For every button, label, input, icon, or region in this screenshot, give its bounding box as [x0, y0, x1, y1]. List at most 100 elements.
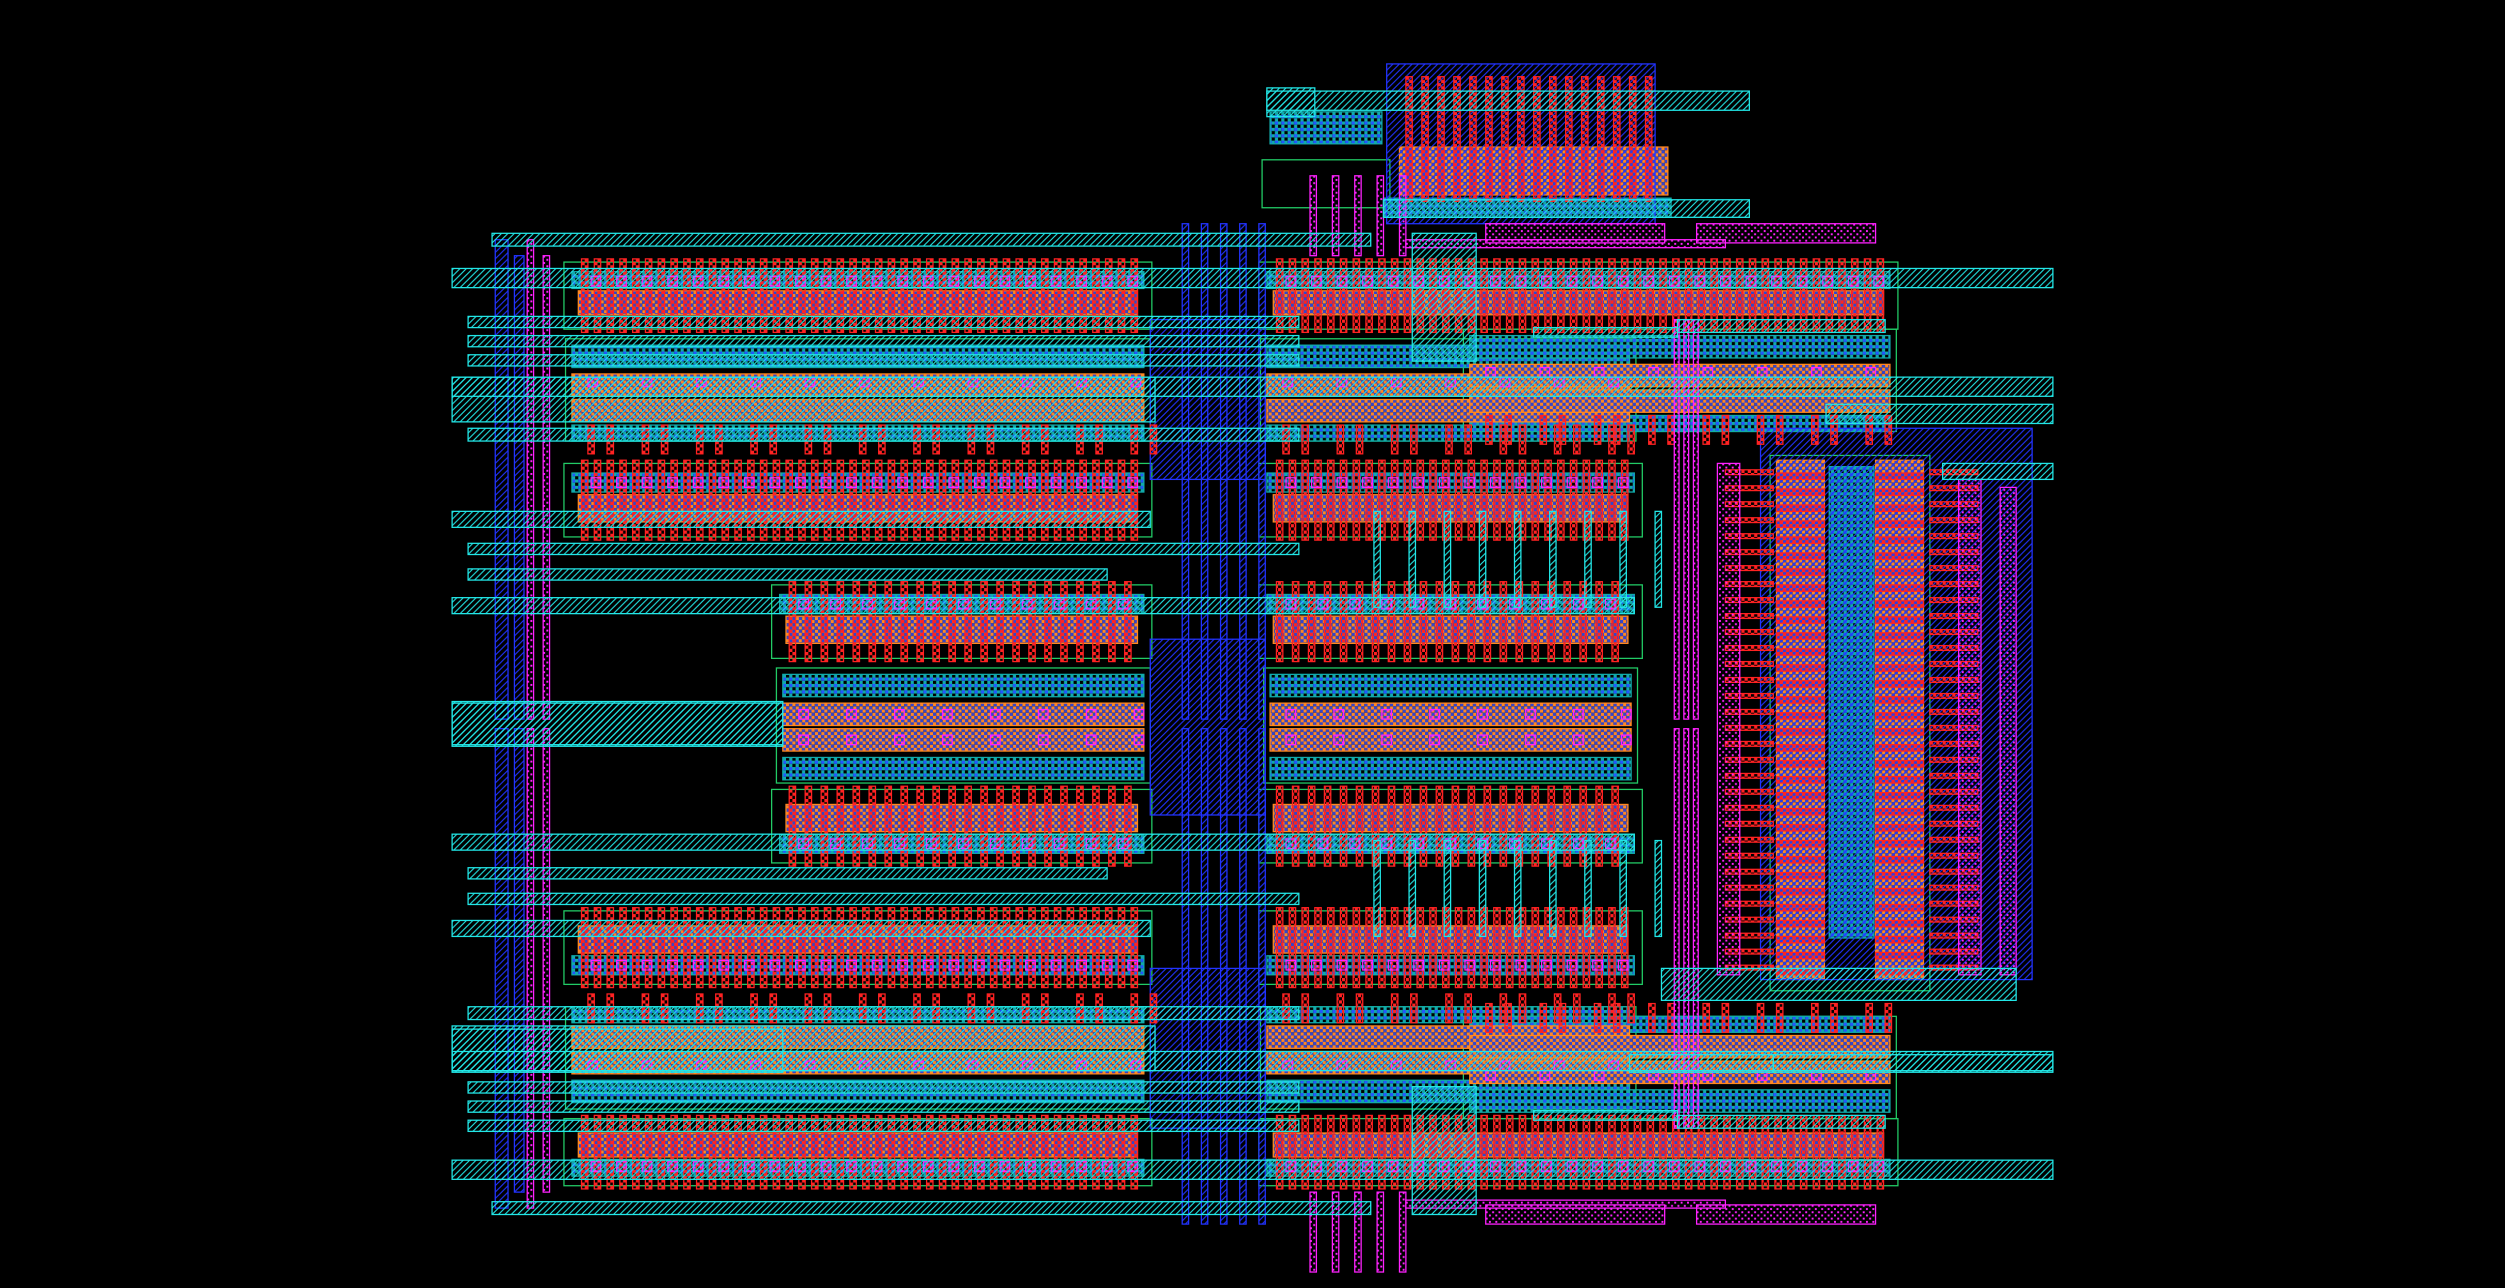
poly-shape	[1608, 907, 1616, 989]
contact-shape	[1702, 366, 1714, 378]
contact-shape	[743, 959, 755, 971]
poly-shape	[632, 258, 640, 334]
poly-shape	[951, 459, 960, 541]
metal1-shape	[1478, 510, 1487, 608]
poly-shape	[1874, 680, 1925, 688]
poly-shape	[1756, 414, 1765, 445]
poly-shape	[1572, 993, 1581, 1024]
metal2-shape	[1219, 728, 1228, 1225]
poly-shape	[810, 907, 819, 989]
contact-shape	[1085, 708, 1097, 720]
poly-shape	[1874, 696, 1925, 704]
poly-shape	[1040, 1114, 1049, 1190]
contact-shape	[1429, 708, 1441, 720]
nwell-shape	[1261, 159, 1391, 209]
metal1-shape	[1584, 839, 1592, 938]
poly-shape	[1627, 424, 1635, 455]
poly-shape	[913, 907, 921, 989]
contact-shape	[1387, 477, 1399, 489]
contact-shape	[641, 477, 653, 489]
contact-shape	[1037, 734, 1049, 746]
poly-shape	[1874, 504, 1925, 513]
contact-shape	[1413, 477, 1425, 489]
poly-shape	[849, 1114, 857, 1190]
poly-shape	[1040, 459, 1049, 541]
poly-shape	[862, 258, 870, 334]
poly-shape	[1611, 581, 1619, 663]
contact-shape	[1127, 477, 1139, 489]
contact-shape	[1566, 959, 1578, 971]
metal2-shape	[1200, 223, 1209, 720]
poly-shape	[1130, 1114, 1139, 1190]
poly-shape	[1352, 258, 1361, 334]
poly-shape	[849, 459, 857, 541]
poly-shape	[938, 907, 947, 989]
contact-shape	[1541, 477, 1552, 489]
contact-shape	[1050, 959, 1062, 971]
poly-shape	[1874, 887, 1925, 896]
poly-shape	[1117, 258, 1126, 334]
poly-shape	[1012, 581, 1020, 663]
metal1-shape	[467, 542, 1300, 556]
poly-shape	[1874, 664, 1925, 672]
poly-shape	[1775, 855, 1826, 864]
contact-shape	[922, 477, 934, 489]
poly-shape	[1811, 1002, 1819, 1033]
poly-shape	[644, 1114, 653, 1190]
poly-shape	[1390, 1114, 1399, 1190]
poly-shape	[1505, 459, 1514, 541]
contact-shape	[1489, 477, 1501, 489]
contact-shape	[846, 477, 857, 489]
metal1-shape	[467, 867, 1108, 880]
poly-shape	[1378, 459, 1386, 541]
metal1-shape	[467, 1100, 1300, 1113]
poly-shape	[916, 785, 925, 867]
contact-shape	[616, 959, 627, 971]
poly-shape	[1053, 258, 1062, 334]
metal1-shape	[1619, 839, 1627, 938]
poly-shape	[989, 258, 998, 334]
poly-shape	[1288, 1114, 1297, 1190]
contact-shape	[1354, 175, 1362, 257]
poly-shape	[1874, 712, 1925, 720]
poly-shape	[1028, 907, 1036, 989]
metal1-shape	[467, 1006, 1300, 1021]
nwell-shape	[770, 584, 1153, 660]
poly-shape	[1355, 785, 1364, 867]
poly-shape	[1874, 728, 1925, 736]
metal1-shape	[451, 510, 1151, 528]
contact-shape	[1515, 477, 1527, 489]
poly-shape	[1104, 907, 1113, 989]
poly-shape	[1028, 785, 1036, 867]
poly-shape	[1015, 1114, 1024, 1190]
contact-shape	[1076, 477, 1087, 489]
poly-shape	[1390, 459, 1399, 541]
metal1-shape	[1382, 199, 1750, 218]
poly-shape	[1066, 907, 1075, 989]
contact-shape	[1593, 1070, 1605, 1081]
contact-shape	[1539, 1070, 1551, 1081]
poly-shape	[874, 459, 883, 541]
poly-shape	[1002, 459, 1011, 541]
contact-shape	[1331, 175, 1340, 257]
poly-shape	[900, 785, 909, 867]
metal1-shape	[1443, 839, 1452, 938]
poly-shape	[1874, 951, 1925, 960]
poly-shape	[1775, 807, 1826, 816]
poly-shape	[695, 258, 704, 334]
metal1-shape	[1408, 839, 1417, 938]
poly-shape	[1108, 785, 1116, 867]
poly-shape	[759, 1114, 768, 1190]
poly-shape	[1076, 785, 1084, 867]
poly-shape	[1874, 791, 1925, 800]
poly-shape	[580, 459, 589, 541]
poly-shape	[619, 459, 627, 541]
poly-shape	[1378, 258, 1386, 334]
poly-shape	[759, 459, 768, 541]
metal1-shape	[1411, 1086, 1477, 1216]
poly-shape	[1301, 459, 1310, 541]
poly-shape	[948, 581, 956, 663]
poly-shape	[1467, 459, 1476, 541]
poly-shape	[606, 1114, 615, 1190]
